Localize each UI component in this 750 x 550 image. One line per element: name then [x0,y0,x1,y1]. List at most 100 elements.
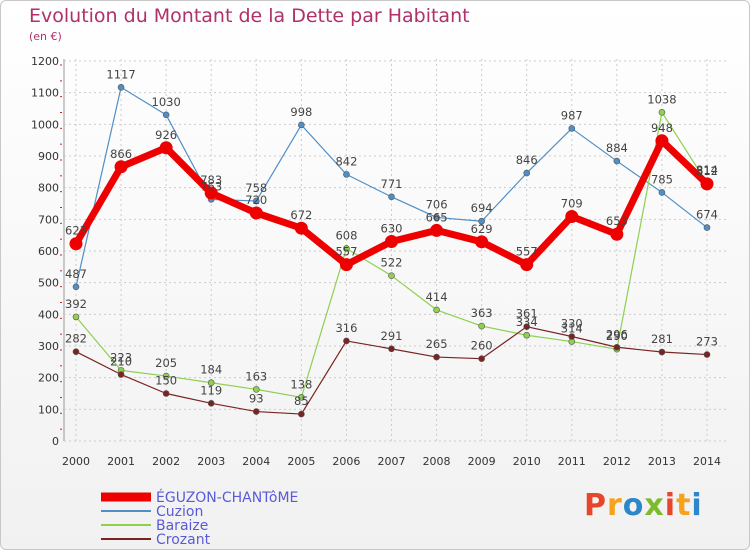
data-label: 672 [290,208,312,222]
legend-label: Crozant [156,532,211,548]
y-tick-label: 200 [38,372,59,385]
data-point [658,189,666,196]
data-label: 487 [65,267,87,281]
data-point [343,245,350,252]
data-point [433,353,440,361]
data-label: 674 [696,208,718,222]
data-point [520,258,534,272]
data-label: 866 [110,147,132,161]
data-label: 709 [561,196,583,210]
data-point [72,313,80,321]
data-point [568,333,576,340]
data-label: 1030 [152,95,181,109]
data-point [298,393,305,401]
data-label: 694 [471,201,493,215]
y-tick-label: 900 [38,150,59,163]
data-label: 1117 [106,67,135,81]
data-point [388,345,395,353]
y-tick-label: 1000 [31,118,59,131]
data-point [475,235,489,249]
x-tick-label: 2009 [468,455,496,468]
x-tick-label: 2000 [62,455,90,468]
data-point [159,141,173,155]
data-label: 314 [561,322,583,336]
y-tick-label: 1100 [31,87,59,100]
data-label: 138 [290,377,312,391]
data-point [207,400,215,407]
data-label: 150 [155,374,177,388]
data-point [478,217,485,225]
x-tick-label: 2007 [378,455,406,468]
logo-letter: r [607,488,623,523]
data-point [385,235,398,248]
data-label: 330 [561,317,583,331]
data-label: 316 [335,321,357,335]
data-point [703,224,711,231]
data-point [658,109,666,116]
data-point [252,386,260,393]
y-tick-label: 600 [38,245,59,258]
data-point [162,111,170,119]
data-point [252,408,260,415]
data-label: 557 [516,245,538,259]
data-label: 812 [696,164,718,178]
data-label: 608 [335,228,357,242]
data-label: 948 [651,121,673,135]
data-label: 998 [290,105,312,119]
data-label: 85 [294,394,309,408]
data-point [162,372,170,380]
data-label: 783 [200,173,222,187]
x-tick-label: 2008 [423,455,451,468]
data-label: 290 [606,329,628,343]
logo-letter: P [584,488,607,523]
logo-letter: i [691,488,703,523]
data-label: 163 [245,369,267,383]
data-point [72,283,80,291]
data-label: 265 [426,337,448,351]
data-label: 629 [471,222,493,236]
data-point [69,237,83,251]
data-point [388,193,395,201]
data-label: 785 [651,172,673,186]
y-tick-label: 700 [38,213,59,226]
data-label: 363 [471,306,493,320]
data-label: 557 [335,245,357,259]
legend-label: ÉGUZON-CHANTôME [156,489,298,506]
data-point [388,272,395,280]
data-label: 522 [381,256,403,270]
y-tick-label: 300 [38,340,59,353]
x-tick-label: 2010 [513,455,541,468]
data-label: 720 [245,193,267,207]
x-tick-label: 2011 [558,455,586,468]
data-point [339,258,353,272]
data-label: 630 [381,222,403,236]
y-tick-label: 1200 [31,55,59,68]
chart-title: Evolution du Montant de la Dette par Hab… [29,5,470,27]
data-label: 93 [249,392,264,406]
data-label: 291 [381,329,403,343]
data-label: 926 [155,128,177,142]
legend-label: Baraize [156,518,208,534]
proxiti-logo: Proxiti [584,488,703,523]
data-point [523,331,531,339]
data-label: 653 [606,214,628,228]
data-point [249,206,263,220]
data-label: 814 [696,163,718,177]
data-label: 758 [245,181,267,195]
data-label: 763 [200,179,222,193]
chart-subtitle: (en €) [29,30,62,43]
x-tick-label: 2001 [107,455,135,468]
data-label: 665 [426,210,448,224]
data-point [117,371,125,378]
x-tick-label: 2003 [197,455,225,468]
data-label: 334 [516,315,538,329]
data-point [658,348,666,356]
data-label: 281 [651,332,673,346]
data-point [117,83,125,91]
data-point [298,410,305,418]
y-tick-label: 800 [38,182,59,195]
data-point [204,186,218,200]
data-label: 842 [335,154,357,168]
data-label: 282 [65,332,87,346]
